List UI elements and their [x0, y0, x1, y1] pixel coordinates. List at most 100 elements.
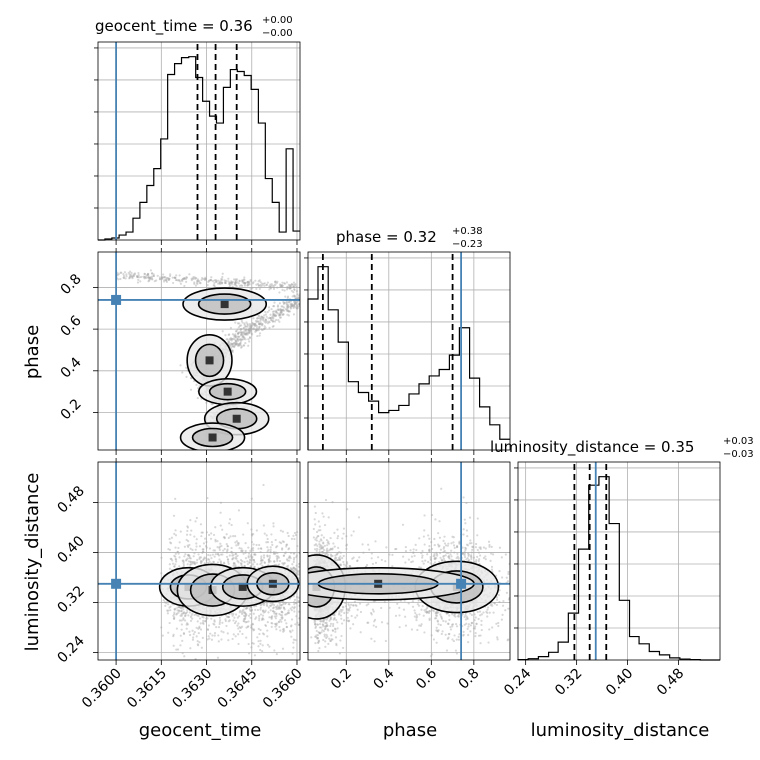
- sample-point: [285, 545, 288, 548]
- sample-point: [337, 278, 339, 280]
- sample-point: [380, 621, 384, 624]
- sample-point: [147, 280, 150, 283]
- sample-point: [279, 284, 283, 287]
- sample-point: [362, 261, 364, 263]
- sample-point: [253, 654, 257, 657]
- sample-point: [178, 280, 182, 283]
- sample-point: [236, 554, 239, 557]
- density-peak-geo-phase-4: [208, 433, 217, 442]
- sample-point: [237, 343, 240, 347]
- sample-point: [244, 328, 247, 331]
- sample-point: [288, 629, 292, 633]
- sample-point: [283, 282, 287, 285]
- sample-point: [482, 611, 485, 614]
- sample-point: [271, 603, 274, 606]
- sample-point: [436, 554, 439, 557]
- sample-point: [238, 324, 241, 328]
- sample-point: [428, 610, 431, 613]
- sample-point: [174, 529, 177, 532]
- sample-point: [322, 300, 324, 302]
- sample-point: [293, 556, 296, 559]
- sample-point: [243, 278, 246, 281]
- sample-point: [234, 620, 238, 623]
- sample-point: [233, 616, 236, 619]
- sample-point: [195, 635, 198, 638]
- sample-point: [245, 321, 248, 324]
- sample-point: [269, 604, 273, 607]
- sample-point: [373, 258, 375, 260]
- sample-point: [318, 631, 321, 635]
- sample-point: [258, 619, 261, 622]
- sample-point: [219, 553, 223, 556]
- sample-point: [190, 277, 193, 280]
- sample-point: [286, 295, 290, 298]
- sample-point: [208, 279, 211, 282]
- sample-point: [139, 280, 142, 283]
- sample-point: [293, 598, 297, 601]
- sample-point: [470, 554, 473, 557]
- sample-point: [269, 317, 272, 320]
- sample-point: [253, 565, 256, 568]
- sample-point: [292, 283, 295, 286]
- sample-point: [273, 315, 276, 318]
- sample-point: [236, 337, 239, 340]
- sample-point: [241, 338, 244, 341]
- sample-point: [255, 604, 258, 608]
- sample-point: [255, 328, 258, 332]
- sample-point: [207, 553, 210, 557]
- ytick-label-luminosity_distance-2: 0.40: [54, 533, 87, 566]
- sample-point: [238, 335, 241, 338]
- sample-point: [330, 281, 332, 283]
- sample-point: [273, 615, 276, 618]
- sample-point: [213, 623, 216, 626]
- sample-point: [275, 546, 278, 549]
- sample-point: [340, 278, 342, 280]
- sample-point: [287, 310, 290, 313]
- sample-point: [247, 642, 250, 646]
- sample-point: [132, 275, 135, 278]
- sample-point: [201, 548, 204, 551]
- sample-point: [187, 545, 190, 549]
- sample-point: [251, 287, 254, 290]
- sample-point: [362, 260, 364, 262]
- sample-point: [279, 285, 282, 289]
- sample-point: [175, 279, 179, 282]
- sample-point: [457, 635, 460, 638]
- sample-point: [234, 278, 237, 281]
- sample-point: [323, 523, 327, 527]
- sample-point: [309, 294, 311, 296]
- sample-point: [295, 285, 298, 288]
- sample-point: [211, 403, 214, 406]
- sample-point: [219, 511, 222, 514]
- sample-point: [234, 564, 237, 567]
- sample-point: [292, 304, 296, 308]
- sample-point: [173, 565, 176, 568]
- sample-point: [149, 276, 152, 279]
- sample-point: [264, 609, 267, 612]
- sample-point: [289, 303, 292, 306]
- sample-point: [349, 565, 352, 568]
- sample-point: [155, 279, 158, 282]
- sample-point: [171, 562, 175, 565]
- sample-point: [283, 552, 287, 555]
- sample-point: [424, 610, 427, 613]
- sample-point: [439, 613, 442, 616]
- sample-point: [308, 295, 310, 297]
- sample-point: [264, 623, 267, 627]
- sample-point: [349, 263, 351, 265]
- sample-point: [230, 342, 234, 345]
- sample-point: [329, 275, 331, 277]
- sample-point: [248, 330, 251, 334]
- sample-point: [469, 630, 472, 633]
- sample-point: [272, 286, 275, 289]
- sample-point: [256, 608, 259, 612]
- sample-point: [372, 610, 375, 613]
- sample-point: [189, 533, 192, 536]
- sample-point: [252, 281, 255, 284]
- sample-point: [219, 501, 223, 504]
- sample-point: [215, 280, 218, 283]
- sample-point: [140, 275, 143, 279]
- sample-point: [250, 528, 253, 531]
- sample-point: [230, 281, 233, 284]
- sample-point: [212, 622, 215, 625]
